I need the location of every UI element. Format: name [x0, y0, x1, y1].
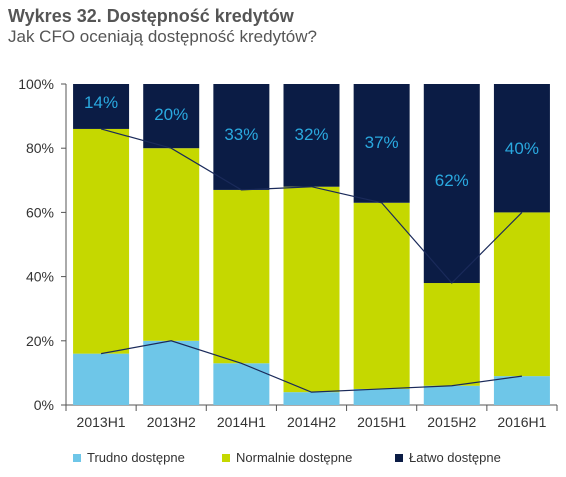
bar-normalnie	[353, 202, 410, 389]
bar-normalnie	[143, 148, 200, 341]
bar-normalnie	[423, 283, 480, 386]
bar-latwo	[353, 84, 410, 203]
bar-trudno	[353, 388, 410, 405]
bar-normalnie	[493, 212, 550, 377]
trudno-line	[100, 340, 523, 393]
legend-item-normalnie: Normalnie dostępne	[222, 450, 352, 465]
y-tick-label: 40%	[26, 269, 54, 285]
legend-swatch-trudno	[73, 454, 81, 462]
bar-trudno	[283, 392, 340, 405]
legend-swatch-normalnie	[222, 454, 230, 462]
bar-normalnie	[73, 128, 130, 354]
legend-item-trudno: Trudno dostępne	[73, 450, 185, 465]
legend-swatch-latwo	[395, 454, 403, 462]
y-tick-label: 0%	[34, 397, 54, 413]
x-tick-label: 2015H1	[357, 414, 406, 430]
bar-latwo	[423, 84, 480, 284]
chart-title: Wykres 32. Dostępność kredytów	[8, 6, 294, 26]
legend-item-latwo: Łatwo dostępne	[395, 450, 501, 465]
data-label-latwo: 40%	[505, 139, 539, 158]
bar-latwo	[73, 84, 130, 129]
y-tick-label: 60%	[26, 204, 54, 220]
data-label-latwo: 20%	[154, 105, 188, 124]
chart-legend: Trudno dostępne Normalnie dostępne Łatwo…	[0, 450, 566, 468]
y-tick-label: 80%	[26, 140, 54, 156]
bar-trudno	[73, 353, 130, 405]
x-tick-label: 2015H2	[427, 414, 476, 430]
bar-trudno	[143, 340, 200, 405]
bar-latwo	[493, 84, 550, 213]
data-label-latwo: 14%	[84, 93, 118, 112]
y-tick-label: 20%	[26, 333, 54, 349]
data-label-latwo: 62%	[435, 171, 469, 190]
x-tick-label: 2013H1	[77, 414, 126, 430]
bar-trudno	[423, 385, 480, 405]
normalnie-line	[100, 128, 523, 284]
chart-svg: 0% 20% 40% 60% 80% 100% 2013H1 14% 2013H2 20% 2014…	[18, 76, 558, 430]
data-label-latwo: 33%	[224, 125, 258, 144]
chart-subtitle: Jak CFO oceniają dostępność kredytów?	[8, 27, 317, 46]
bar-latwo	[213, 84, 270, 190]
y-tick-label: 100%	[18, 76, 54, 92]
legend-label-trudno: Trudno dostępne	[87, 450, 185, 465]
legend-label-normalnie: Normalnie dostępne	[236, 450, 353, 465]
data-label-latwo: 32%	[294, 125, 328, 144]
x-tick-label: 2016H1	[497, 414, 546, 430]
x-tick-label: 2013H2	[147, 414, 196, 430]
data-label-latwo: 37%	[365, 133, 399, 152]
bar-latwo	[143, 84, 200, 149]
bar-trudno	[493, 376, 550, 405]
x-tick-label: 2014H2	[287, 414, 336, 430]
legend-label-latwo: Łatwo dostępne	[409, 450, 501, 465]
bar-trudno	[213, 363, 270, 405]
bar-normalnie	[283, 186, 340, 393]
bar-latwo	[283, 84, 340, 187]
x-tick-label: 2014H1	[217, 414, 266, 430]
bar-normalnie	[213, 189, 270, 364]
